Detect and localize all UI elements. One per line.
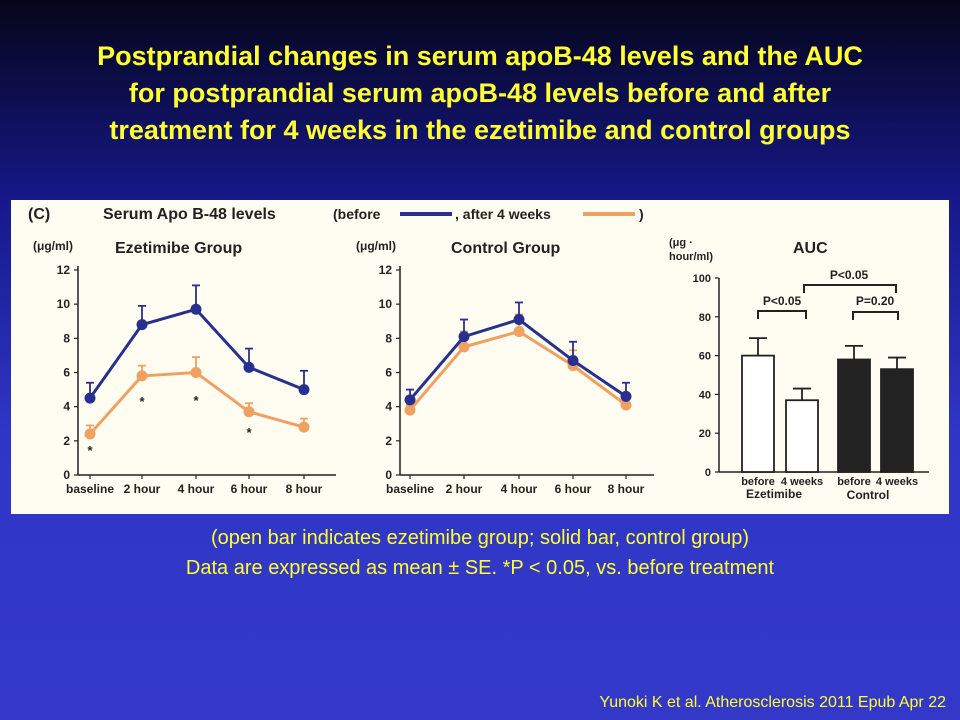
y-tick-label: 6	[385, 366, 392, 380]
title-line-2: for postprandial serum apoB-48 levels be…	[128, 78, 832, 108]
y-tick-label: 8	[385, 331, 392, 345]
y-tick-label: 6	[63, 366, 70, 380]
y-tick-label: 2	[63, 434, 70, 448]
significance-star: *	[193, 393, 199, 408]
y-tick-label: 12	[57, 263, 71, 277]
y-tick-label: 0	[63, 468, 70, 482]
chart2-ylabel: (μg/ml)	[356, 239, 396, 253]
data-point	[190, 303, 202, 315]
y-tick-label: 4	[63, 400, 70, 414]
data-point	[136, 370, 148, 382]
bar	[837, 358, 871, 473]
y-tick-label: 10	[379, 297, 393, 311]
y-tick-label: 0	[705, 467, 711, 479]
chart3-ylabel-line2: hour/ml)	[669, 251, 713, 263]
data-point	[298, 421, 310, 433]
x-tick-label: 2 hour	[446, 482, 483, 496]
x-tick-label: 4 hour	[178, 482, 215, 496]
auc-bar-chart: (μg · hour/ml) AUC 0 20 40 60 80 100 before 4 w…	[669, 237, 929, 502]
x-tick-label: 6 hour	[231, 482, 268, 496]
y-tick-label: 60	[699, 351, 711, 363]
chart1-ylabel: (μg/ml)	[33, 239, 73, 253]
data-point	[620, 390, 632, 402]
x-tick-label: baseline	[66, 482, 114, 496]
y-tick-label: 12	[379, 263, 393, 277]
series-line	[408, 329, 627, 412]
slide-title: Postprandial changes in serum apoB-48 le…	[0, 38, 960, 149]
chart1-title: Ezetimibe Group	[115, 240, 242, 257]
x-tick-label: before	[741, 476, 775, 488]
p-value-between-groups: P<0.05	[830, 268, 869, 282]
citation: Yunoki K et al. Atherosclerosis 2011 Epu…	[599, 694, 946, 711]
caption-line-2: Data are expressed as mean ± SE. *P < 0.…	[185, 557, 775, 579]
data-point	[84, 392, 96, 404]
data-point	[513, 326, 525, 337]
data-point	[84, 428, 96, 440]
figure-panel: (C) Serum Apo B-48 levels (before , afte…	[11, 200, 949, 514]
x-tick-label: before	[837, 476, 871, 488]
bracket-control	[852, 311, 899, 320]
group-label-ezetimibe: Ezetimibe	[746, 487, 802, 501]
series-line	[88, 307, 305, 399]
data-point	[136, 319, 148, 331]
figure-svg: (C) Serum Apo B-48 levels (before , afte…	[28, 206, 929, 502]
y-tick-label: 8	[63, 331, 70, 345]
y-tick-label: 80	[699, 312, 711, 324]
p-value-ezetimibe: P<0.05	[763, 294, 802, 308]
x-tick-label: 8 hour	[286, 482, 323, 496]
data-point	[513, 314, 525, 326]
x-tick-label: 4 weeks	[781, 476, 823, 488]
y-tick-label: 100	[693, 273, 711, 285]
data-point	[190, 367, 202, 378]
legend-before-text: (before	[333, 206, 381, 222]
bracket-ezetimibe	[757, 310, 807, 319]
p-value-control: P=0.20	[856, 294, 895, 308]
bracket-between-groups	[803, 284, 897, 293]
data-point	[404, 394, 416, 406]
data-point	[243, 361, 255, 373]
chart2-title: Control Group	[451, 240, 561, 257]
series-after	[404, 313, 632, 416]
significance-star: *	[139, 394, 145, 409]
title-line-3: treatment for 4 weeks in the ezetimibe a…	[109, 115, 851, 145]
y-tick-label: 20	[699, 428, 711, 440]
group-label-control: Control	[847, 488, 890, 502]
data-point	[298, 384, 310, 396]
significance-star: *	[87, 443, 93, 458]
y-tick-label: 0	[385, 468, 392, 482]
y-tick-label: 4	[385, 400, 392, 414]
x-tick-label: 2 hour	[124, 482, 161, 496]
figure-header-title: Serum Apo B-48 levels	[103, 206, 276, 223]
data-point	[620, 399, 632, 411]
series-before	[404, 301, 632, 406]
data-point	[243, 406, 255, 418]
series-before	[84, 284, 310, 404]
bar	[880, 368, 914, 473]
y-tick-label: 10	[57, 297, 71, 311]
caption-line-1: (open bar indicates ezetimibe group; sol…	[210, 527, 750, 549]
chart3-ylabel-line1: (μg ·	[669, 237, 693, 249]
series-after	[84, 356, 310, 440]
x-tick-label: 8 hour	[608, 482, 645, 496]
legend-close-text: )	[639, 206, 644, 222]
y-tick-label: 40	[699, 389, 711, 401]
data-point	[458, 331, 470, 343]
ezetimibe-line-chart: (μg/ml) Ezetimibe Group 0 2 4 6 8 10 12 baselin…	[33, 239, 336, 496]
data-point	[458, 341, 470, 353]
legend-after-text: , after 4 weeks	[455, 206, 551, 222]
data-point	[567, 355, 579, 367]
significance-star: *	[246, 425, 252, 440]
x-tick-label: 6 hour	[555, 482, 592, 496]
chart3-title: AUC	[793, 240, 828, 257]
title-line-1: Postprandial changes in serum apoB-48 le…	[97, 41, 863, 71]
data-point	[404, 404, 416, 416]
x-tick-label: baseline	[386, 482, 434, 496]
bar	[741, 354, 775, 473]
y-tick-label: 2	[385, 434, 392, 448]
x-tick-label: 4 weeks	[876, 476, 918, 488]
panel-label: (C)	[28, 206, 50, 223]
bar	[785, 399, 819, 473]
control-line-chart: (μg/ml) Control Group 0 2 4 6 8 10 12 baseline 2…	[356, 239, 654, 496]
x-tick-label: 4 hour	[501, 482, 538, 496]
